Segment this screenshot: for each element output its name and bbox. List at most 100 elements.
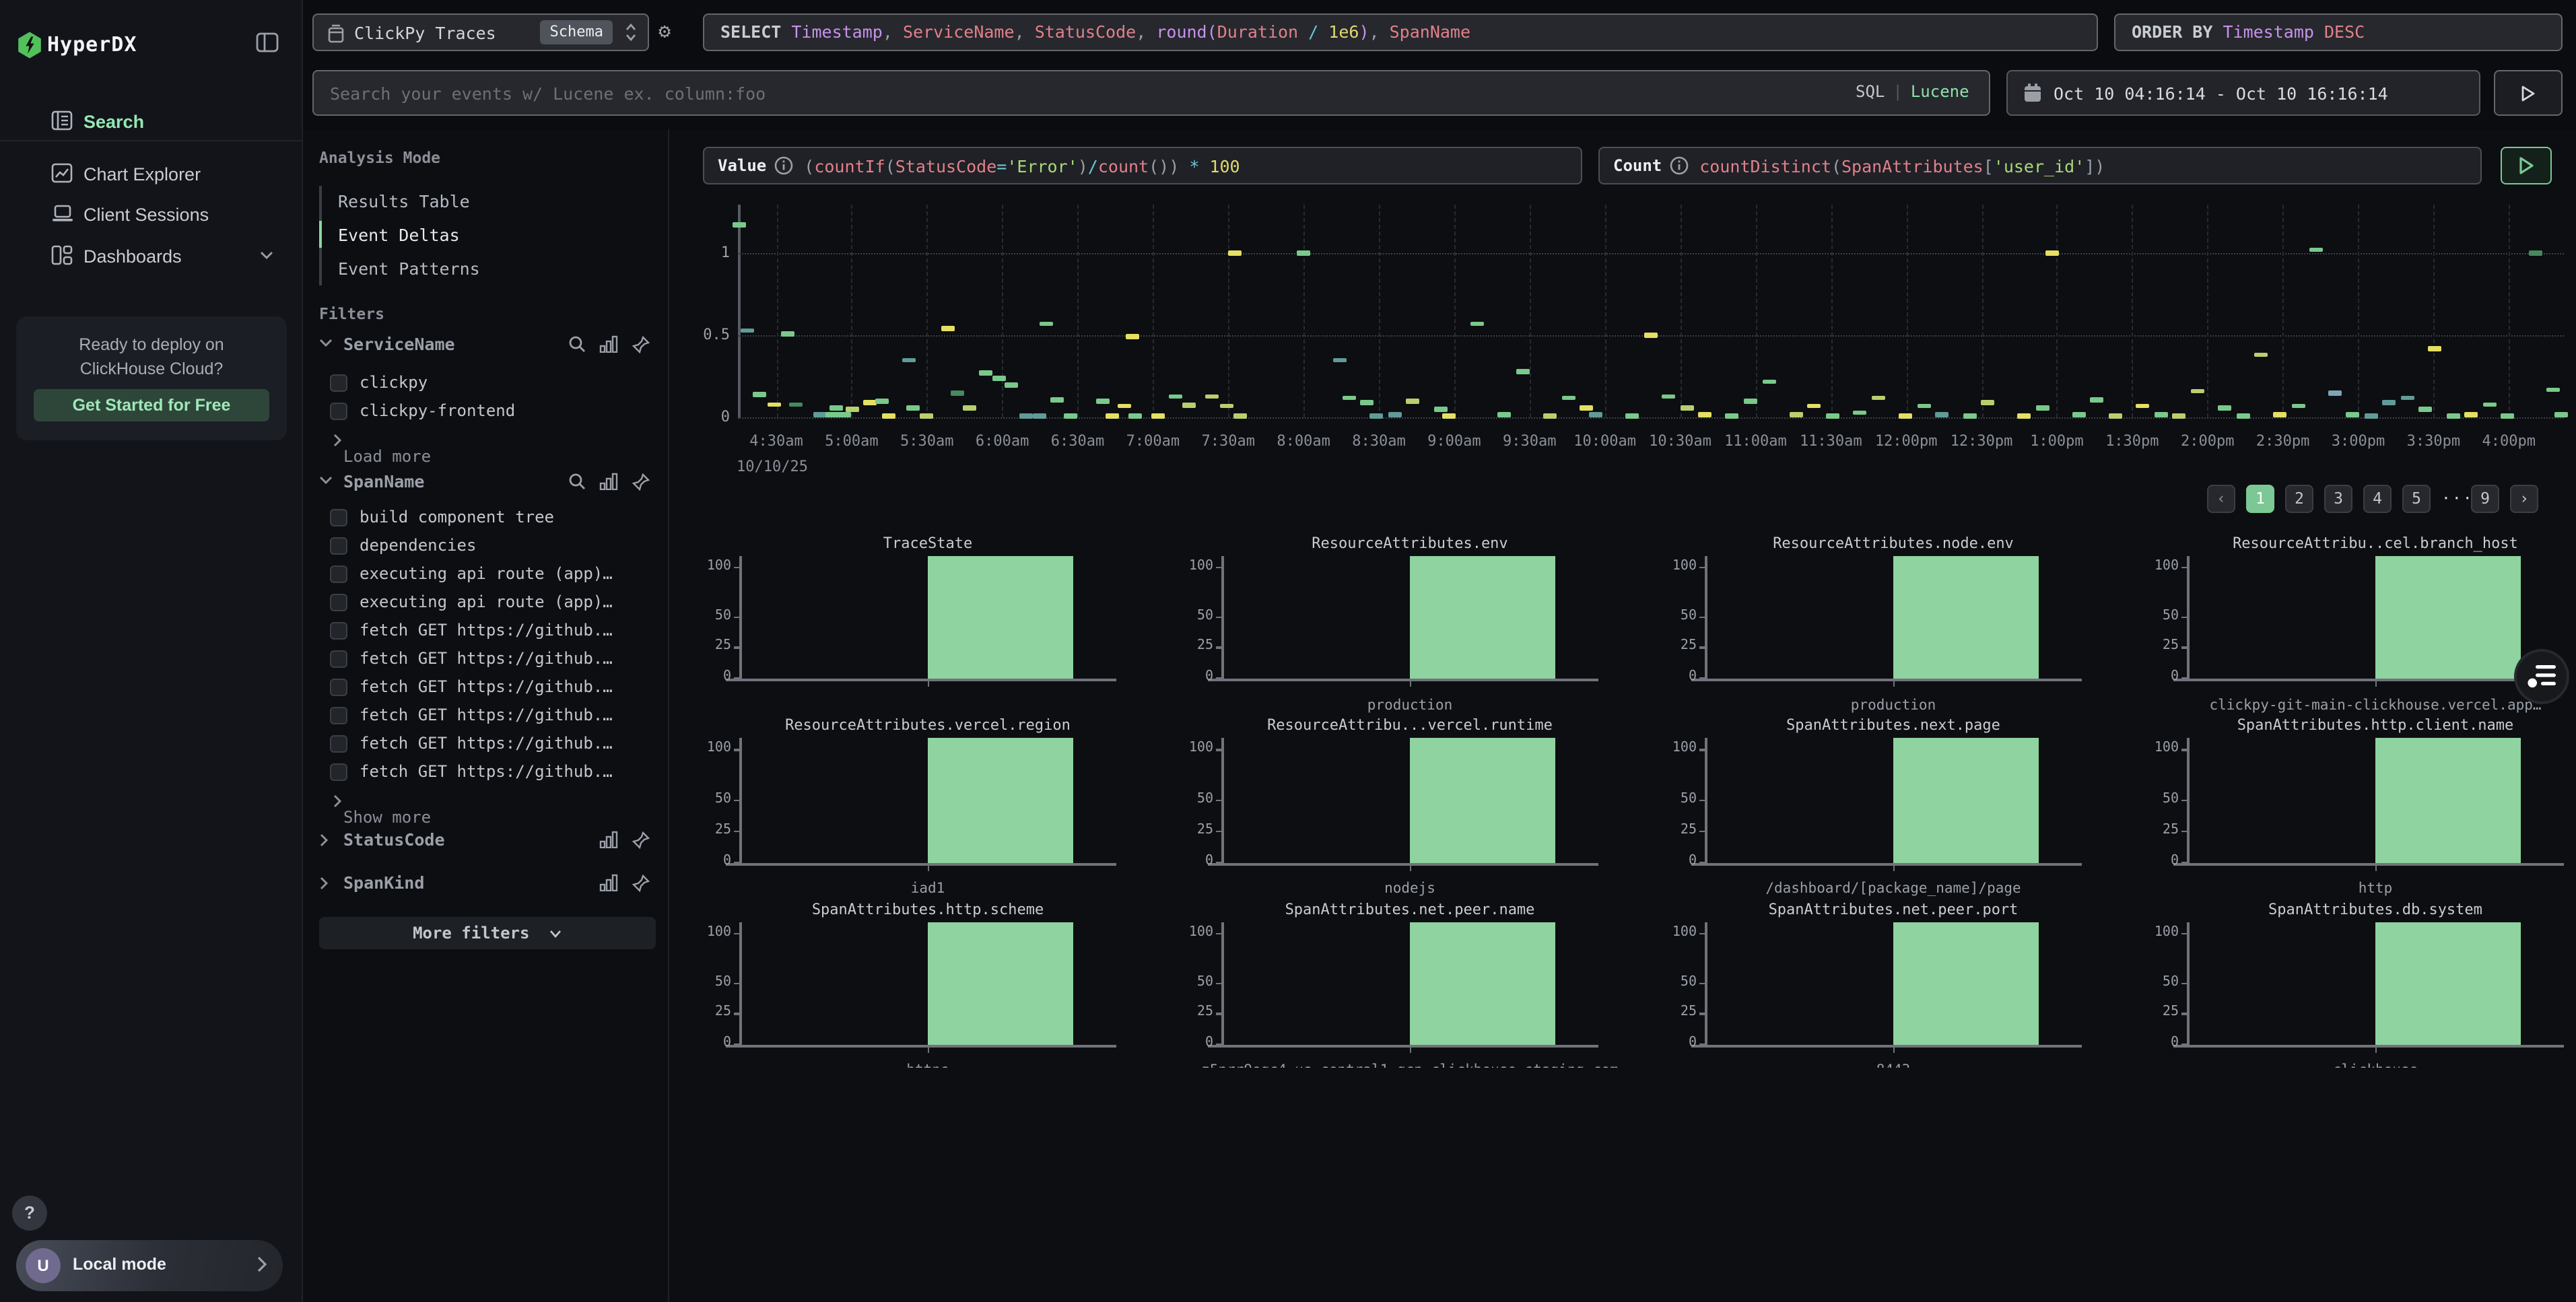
filter-checkbox[interactable] xyxy=(330,650,347,668)
pagination-page-2[interactable]: 2 xyxy=(2285,485,2313,513)
sidebar-item-search[interactable]: Search xyxy=(0,105,303,140)
filter-item-label[interactable]: build component tree xyxy=(360,508,554,526)
count-expression-input[interactable]: Count countDistinct(SpanAttributes['user… xyxy=(1598,147,2482,184)
data-point xyxy=(2191,389,2204,394)
code-token: round xyxy=(1156,22,1207,42)
bar-chart-icon[interactable] xyxy=(599,874,618,893)
filter-checkbox[interactable] xyxy=(330,622,347,640)
facet-y-tick-label: 25 xyxy=(1173,823,1213,837)
value-expression-input[interactable]: Value (countIf(StatusCode='Error')/count… xyxy=(703,147,1582,184)
filter-section-header-spankind[interactable]: SpanKind xyxy=(319,872,656,894)
facet-x-tick xyxy=(1410,681,1412,686)
data-point xyxy=(741,328,754,333)
x-tick-label: 9:00am xyxy=(1414,432,1495,450)
pin-icon[interactable] xyxy=(632,831,650,850)
filter-checkbox[interactable] xyxy=(330,537,347,555)
bar-chart-icon[interactable] xyxy=(599,831,618,850)
data-point xyxy=(2291,404,2305,409)
calendar-icon xyxy=(2024,83,2041,102)
sidebar-item-dashboards[interactable]: Dashboards xyxy=(0,240,303,275)
sql-orderby-input[interactable]: ORDER BY Timestamp DESC xyxy=(2114,13,2563,51)
data-point xyxy=(2155,412,2168,417)
pagination-page-1[interactable]: 1 xyxy=(2246,485,2274,513)
sql-select-input[interactable]: SELECT Timestamp, ServiceName, StatusCod… xyxy=(703,13,2098,51)
x-tick-label: 1:00pm xyxy=(2016,432,2097,450)
facet-y-tick xyxy=(2181,567,2187,569)
code-token: SpanName xyxy=(1390,22,1470,42)
show-more-button[interactable]: Show more xyxy=(333,794,431,827)
local-mode-menu[interactable]: U Local mode xyxy=(16,1240,283,1291)
v-gridline xyxy=(1078,205,1079,417)
load-more-button[interactable]: Load more xyxy=(333,434,431,466)
chart-settings-fab[interactable] xyxy=(2514,649,2569,704)
bar-chart-icon[interactable] xyxy=(599,335,618,354)
data-point xyxy=(1220,404,1233,409)
filter-item-label[interactable]: fetch GET https://github.… xyxy=(360,621,613,640)
pagination-page-5[interactable]: 5 xyxy=(2402,485,2431,513)
filter-checkbox[interactable] xyxy=(330,374,347,392)
pin-icon[interactable] xyxy=(632,874,650,893)
pagination-page-9[interactable]: 9 xyxy=(2471,485,2499,513)
filter-checkbox[interactable] xyxy=(330,707,347,724)
pagination-prev[interactable]: ‹ xyxy=(2207,485,2235,513)
search-run-button[interactable] xyxy=(2494,70,2563,116)
schema-badge[interactable]: Schema xyxy=(541,20,613,44)
filter-section-header-servicename[interactable]: ServiceName xyxy=(319,334,656,355)
filter-checkbox[interactable] xyxy=(330,509,347,526)
pin-icon[interactable] xyxy=(632,473,650,491)
bar-chart-icon[interactable] xyxy=(599,473,618,491)
sidebar-item-chart-explorer[interactable]: Chart Explorer xyxy=(0,158,303,193)
toggle-sql[interactable]: SQL xyxy=(1856,82,1885,101)
facet-x-tick xyxy=(928,865,930,870)
pagination-next[interactable]: › xyxy=(2510,485,2538,513)
filter-section-name: SpanKind xyxy=(343,872,424,893)
filter-item-label[interactable]: dependencies xyxy=(360,536,476,555)
run-query-button[interactable] xyxy=(2501,147,2552,184)
facet-y-tick xyxy=(1699,567,1705,569)
filter-item-label[interactable]: fetch GET https://github.… xyxy=(360,677,613,696)
data-point xyxy=(1333,357,1347,362)
filter-checkbox[interactable] xyxy=(330,403,347,420)
sidebar-collapse-icon[interactable] xyxy=(256,32,279,53)
filter-checkbox[interactable] xyxy=(330,679,347,696)
gear-icon[interactable]: ⚙ xyxy=(658,19,671,43)
filter-item-label[interactable]: fetch GET https://github.… xyxy=(360,706,613,724)
filter-item-label[interactable]: clickpy xyxy=(360,373,428,392)
filter-section-header-spanname[interactable]: SpanName xyxy=(319,471,656,493)
facet-y-tick-label: 25 xyxy=(1173,639,1213,654)
facet-x-axis xyxy=(1691,863,2082,865)
toggle-lucene[interactable]: Lucene xyxy=(1911,82,1969,101)
more-filters-button[interactable]: More filters xyxy=(319,917,656,949)
date-range-picker[interactable]: Oct 10 04:16:14 - Oct 10 16:16:14 xyxy=(2006,70,2480,116)
help-button[interactable]: ? xyxy=(12,1196,47,1231)
analysis-mode-event-patterns[interactable]: Event Patterns xyxy=(338,259,480,279)
pagination-page-4[interactable]: 4 xyxy=(2363,485,2392,513)
analysis-mode-event-deltas[interactable]: Event Deltas xyxy=(338,225,460,245)
pin-icon[interactable] xyxy=(632,335,650,354)
x-tick-label: 12:30pm xyxy=(1941,432,2022,450)
filter-item-label[interactable]: executing api route (app)… xyxy=(360,564,613,583)
filter-item-label[interactable]: executing api route (app)… xyxy=(360,592,613,611)
sidebar-item-client-sessions[interactable]: Client Sessions xyxy=(0,198,303,233)
filter-checkbox[interactable] xyxy=(330,566,347,583)
filter-item-label[interactable]: fetch GET https://github.… xyxy=(360,649,613,668)
filter-item-label[interactable]: fetch GET https://github.… xyxy=(360,762,613,781)
query-language-toggle[interactable]: SQL|Lucene xyxy=(1856,82,1969,101)
facet-y-tick xyxy=(734,1013,739,1015)
get-started-button[interactable]: Get Started for Free xyxy=(34,389,269,421)
analysis-mode-results-table[interactable]: Results Table xyxy=(338,191,470,211)
filter-checkbox[interactable] xyxy=(330,594,347,611)
filter-section-header-statuscode[interactable]: StatusCode xyxy=(319,829,656,851)
search-icon[interactable] xyxy=(568,473,586,491)
data-point xyxy=(980,371,993,376)
filter-item-label[interactable]: fetch GET https://github.… xyxy=(360,734,613,753)
search-input[interactable] xyxy=(312,70,1990,116)
source-selector[interactable]: ClickPy Traces Schema xyxy=(312,13,649,51)
filter-checkbox[interactable] xyxy=(330,735,347,753)
filter-checkbox[interactable] xyxy=(330,763,347,781)
pagination-page-3[interactable]: 3 xyxy=(2324,485,2352,513)
code-token: Timestamp xyxy=(791,22,882,42)
search-icon[interactable] xyxy=(568,335,586,354)
more-filters-label: More filters xyxy=(413,924,529,943)
filter-item-label[interactable]: clickpy-frontend xyxy=(360,401,515,420)
